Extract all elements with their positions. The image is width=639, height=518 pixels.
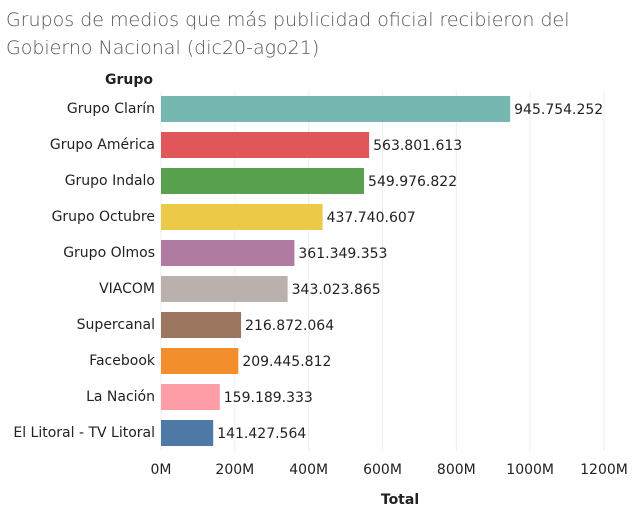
y-tick-label: VIACOM (99, 281, 155, 297)
x-tick-label: 0M (151, 462, 172, 478)
bar (161, 96, 511, 122)
value-label: 159.189.333 (224, 390, 313, 406)
bar (161, 240, 295, 266)
y-tick-label: Grupo América (50, 137, 155, 153)
x-tick-label: 1200M (580, 462, 628, 478)
value-label: 343.023.865 (292, 282, 381, 298)
bar (161, 348, 239, 374)
y-tick-label: Facebook (89, 353, 156, 369)
bar (161, 312, 242, 338)
y-tick-label: Grupo Clarín (67, 101, 155, 117)
y-tick-label: Grupo Olmos (63, 245, 155, 261)
x-tick-label: 200M (215, 462, 254, 478)
value-label: 141.427.564 (217, 426, 306, 442)
y-tick-label: Supercanal (77, 317, 155, 333)
y-axis-title: Grupo (105, 72, 153, 88)
y-tick-label: La Nación (86, 389, 155, 405)
value-label: 361.349.353 (298, 246, 387, 262)
x-tick-label: 800M (437, 462, 476, 478)
x-tick-label: 600M (363, 462, 402, 478)
value-label: 563.801.613 (373, 138, 462, 154)
bar (161, 204, 323, 230)
chart-title: Grupos de medios que más publicidad ofic… (6, 9, 570, 59)
bar (161, 384, 220, 410)
y-tick-label: Grupo Octubre (52, 209, 155, 225)
y-tick-label: Grupo Indalo (65, 173, 155, 189)
bar (161, 168, 365, 194)
bar (161, 276, 288, 302)
value-label: 945.754.252 (514, 102, 603, 118)
value-label: 209.445.812 (242, 354, 331, 370)
bar (161, 132, 370, 158)
bar (161, 420, 214, 446)
value-label: 216.872.064 (245, 318, 334, 334)
x-tick-label: 1000M (506, 462, 554, 478)
x-axis-title: Total (381, 492, 419, 508)
y-tick-label: El Litoral - TV Litoral (13, 425, 155, 441)
value-label: 437.740.607 (327, 210, 416, 226)
value-label: 549.976.822 (368, 174, 457, 190)
x-tick-label: 400M (289, 462, 328, 478)
